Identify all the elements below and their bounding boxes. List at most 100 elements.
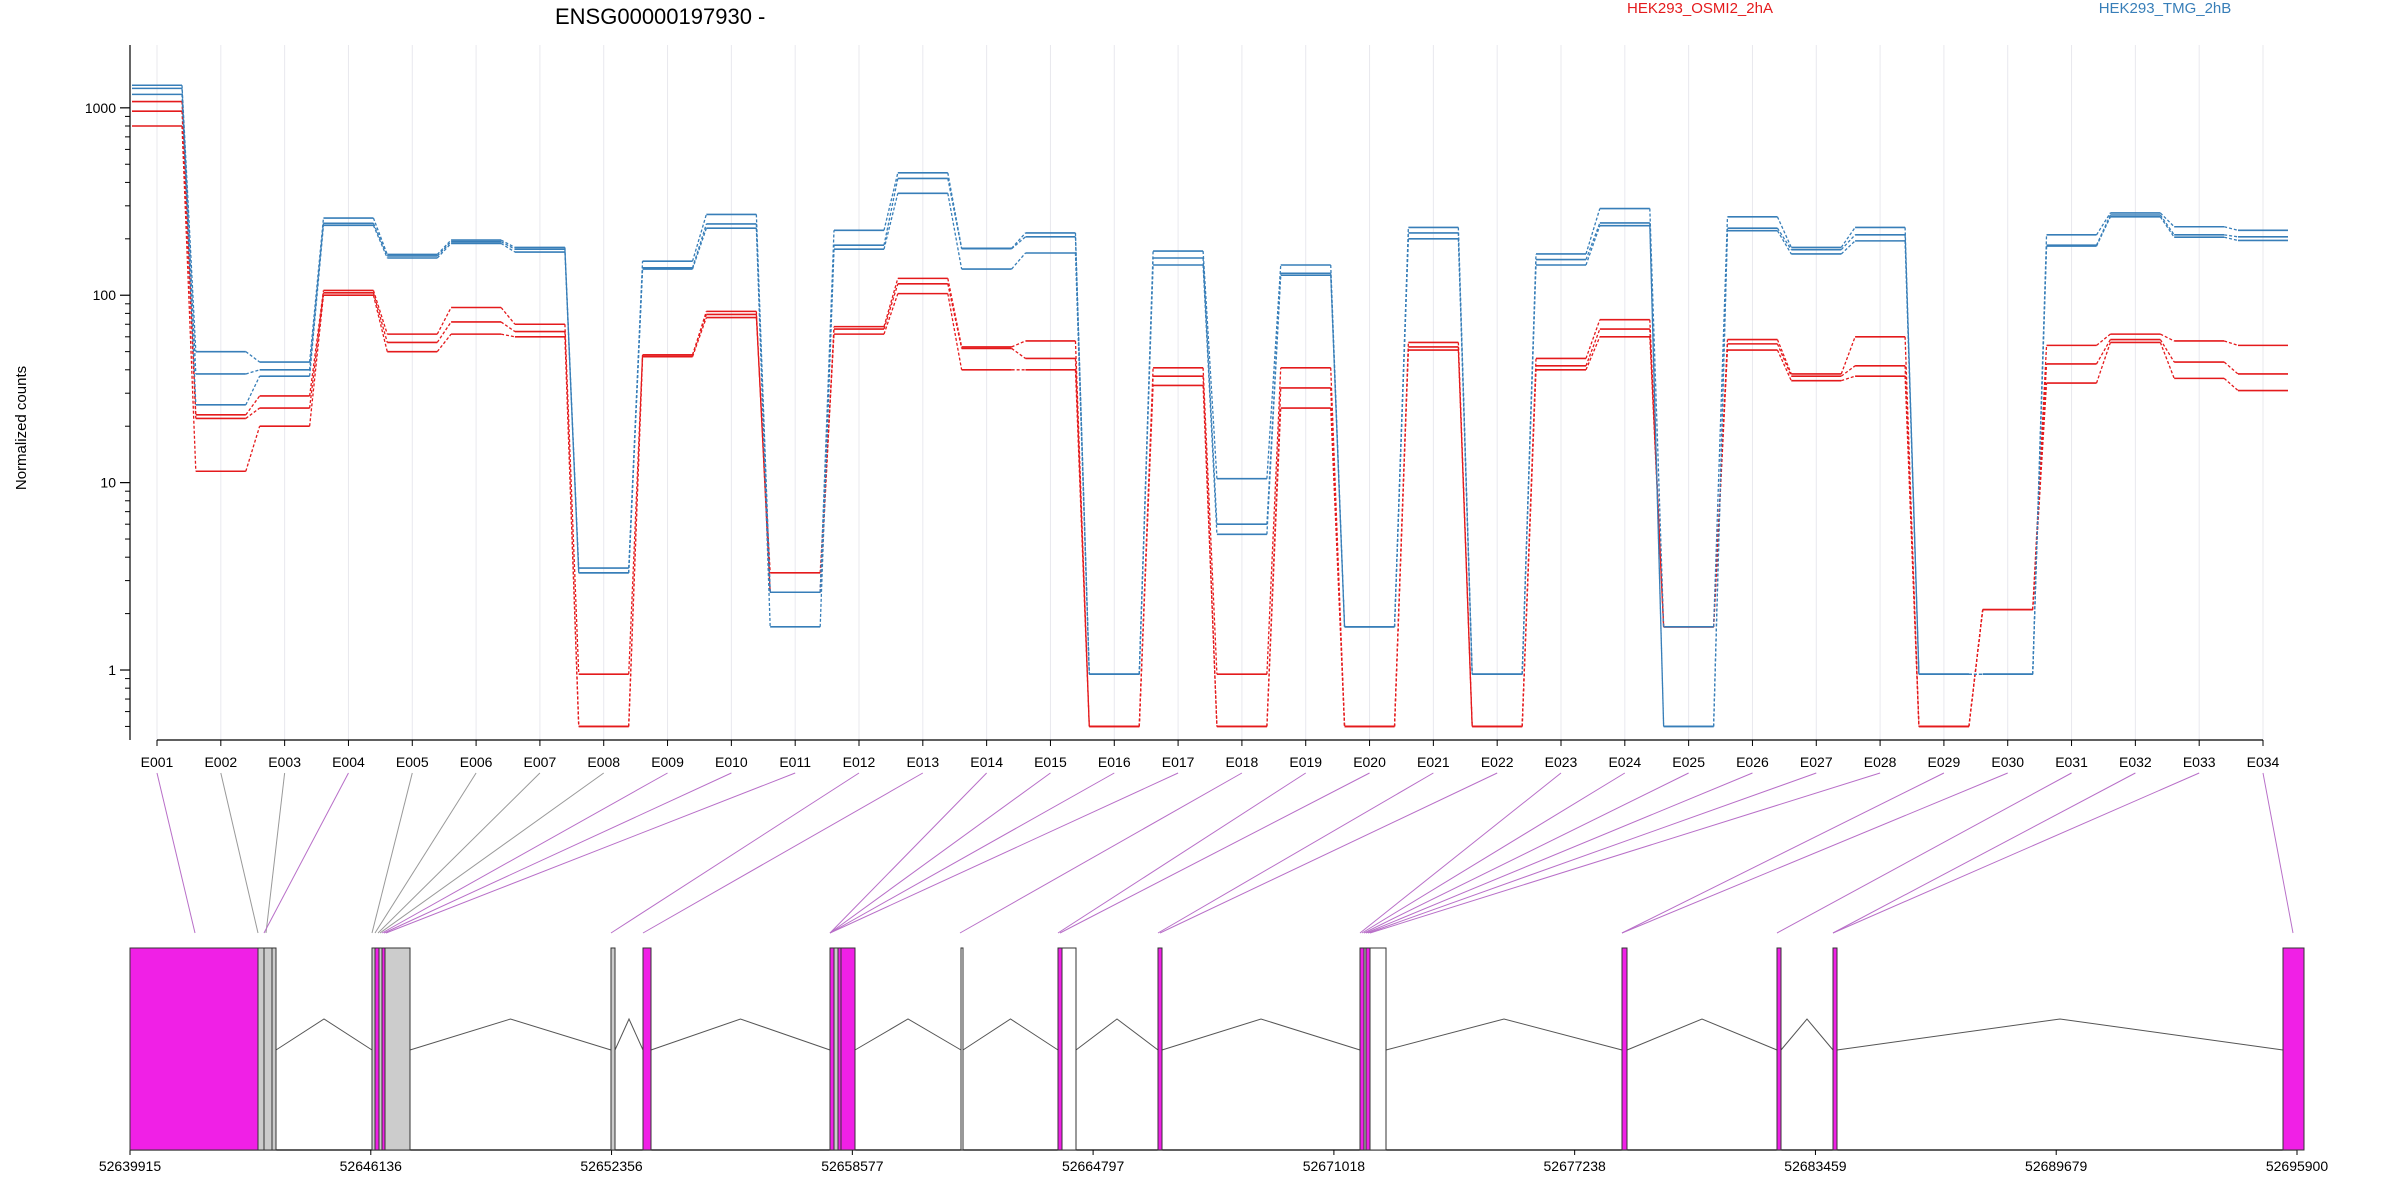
x-tick-label-E010: E010: [715, 754, 748, 770]
exon-connector-E006: [374, 772, 477, 934]
data-connector: [819, 326, 835, 593]
x-tick-label-E026: E026: [1736, 754, 1769, 770]
intron-line: [854, 1018, 962, 1051]
x-tick-label-E022: E022: [1481, 754, 1514, 770]
x-tick-label-E023: E023: [1545, 754, 1578, 770]
data-connector: [1011, 340, 1026, 348]
x-tick-label-E032: E032: [2119, 754, 2152, 770]
x-tick-label-E015: E015: [1034, 754, 1067, 770]
y-tick-label-100: 100: [93, 287, 117, 303]
data-connector: [500, 333, 516, 338]
exon-box: [829, 947, 835, 1151]
exon-connector-E015: [829, 772, 1051, 934]
exon-connector-lines: [156, 772, 2294, 934]
data-connector: [1585, 328, 1601, 367]
data-connector: [2032, 234, 2048, 675]
grid: [156, 45, 2264, 740]
x-tick-label-E004: E004: [332, 754, 365, 770]
data-connector: [947, 293, 963, 370]
x-tick-label-E007: E007: [524, 754, 557, 770]
data-connector: [500, 307, 516, 325]
exon-box: [840, 947, 856, 1151]
x-tick-label-E034: E034: [2247, 754, 2280, 770]
exon-box: [271, 947, 277, 1151]
exon-connector-E019: [1057, 772, 1306, 934]
data-connector: [883, 293, 899, 335]
data-connector: [436, 242, 452, 259]
y-axis-label: Normalized counts: [13, 366, 30, 490]
x-tick-label-E027: E027: [1800, 754, 1833, 770]
x-tick-label-E002: E002: [204, 754, 237, 770]
gene-coordinate-label: 52671018: [1303, 1158, 1366, 1174]
data-connector: [628, 261, 644, 569]
data-connector: [1457, 238, 1473, 675]
data-connector: [628, 354, 644, 727]
data-connector: [2159, 339, 2175, 363]
data-connector: [564, 324, 580, 675]
exon-connector-E004: [263, 772, 349, 934]
gene-coordinate-label: 52646136: [340, 1158, 403, 1174]
exon-box: [374, 947, 380, 1151]
x-tick-label-E029: E029: [1928, 754, 1961, 770]
data-connector: [691, 214, 707, 262]
data-connector: [2223, 340, 2239, 346]
data-connector: [1266, 408, 1282, 727]
data-connector: [1266, 264, 1282, 479]
x-tick-label-E006: E006: [460, 754, 493, 770]
x-tick-label-E012: E012: [843, 754, 876, 770]
data-connector: [1585, 208, 1601, 255]
x-tick-label-E018: E018: [1226, 754, 1259, 770]
exon-connector-E008: [379, 772, 605, 934]
data-connector: [245, 351, 261, 363]
data-connector: [500, 321, 516, 333]
data-connector: [755, 214, 771, 593]
data-connector: [1649, 208, 1665, 627]
chart-title: ENSG00000197930 -: [555, 4, 765, 29]
exon-connector-E028: [1369, 772, 1881, 934]
data-connector: [2159, 214, 2175, 236]
data-connector: [2159, 342, 2175, 379]
data-connector: [1266, 273, 1282, 525]
x-tick-label-E011: E011: [779, 754, 811, 770]
exon-box: [1365, 947, 1371, 1151]
data-connector: [947, 193, 963, 270]
data-connector: [2032, 246, 2048, 675]
data-connector: [500, 241, 516, 250]
exon-connector-E026: [1365, 772, 1753, 934]
data-connector: [245, 375, 261, 406]
intron-line: [275, 1018, 373, 1051]
data-connector: [1712, 228, 1729, 727]
data-connector: [2095, 342, 2111, 384]
exon-connector-E012: [610, 772, 860, 934]
exon-connector-E014: [829, 772, 987, 934]
exon-box: [960, 947, 964, 1151]
intron-line: [409, 1018, 612, 1051]
data-connector: [436, 239, 452, 255]
x-tick-label-E020: E020: [1353, 754, 1386, 770]
data-connector: [2160, 333, 2175, 342]
data-connector: [2096, 333, 2111, 346]
exon-connector-E002: [220, 772, 259, 934]
data-connector: [181, 125, 197, 472]
gene-coordinate-label: 52664797: [1062, 1158, 1125, 1174]
legend: HEK293_OSMI2_2hA HEK293_TMG_2hB: [1627, 0, 2231, 17]
x-tick-label-E009: E009: [651, 754, 684, 770]
data-connector: [883, 193, 899, 250]
exon-connector-E003: [265, 772, 286, 934]
exon-connector-E001: [156, 772, 196, 934]
data-connector: [1585, 336, 1601, 371]
data-connector: [1393, 342, 1410, 727]
data-connector: [1776, 230, 1792, 255]
data-connector: [1776, 349, 1792, 381]
data-connector: [2224, 234, 2239, 238]
exon-connector-E034: [2262, 772, 2294, 934]
intron-line: [1626, 1018, 1778, 1051]
intron-line: [1075, 1018, 1159, 1051]
data-connector: [819, 230, 835, 593]
data-connector: [436, 321, 452, 343]
data-connector: [2032, 245, 2048, 675]
data-connector: [1904, 234, 1920, 675]
x-tick-label-E031: E031: [2055, 754, 2088, 770]
gene-coordinate-label: 52652356: [580, 1158, 643, 1174]
